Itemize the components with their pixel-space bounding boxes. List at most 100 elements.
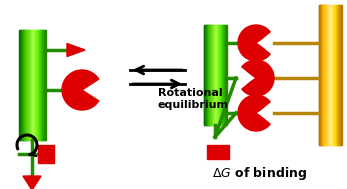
Bar <box>209 25 210 125</box>
Bar <box>322 5 323 145</box>
Bar <box>40 30 41 140</box>
Bar <box>335 5 336 145</box>
Wedge shape <box>62 70 99 110</box>
Bar <box>31 30 32 140</box>
Bar <box>323 5 324 145</box>
Bar <box>26 30 27 140</box>
Bar <box>222 25 223 125</box>
Bar <box>321 5 322 145</box>
Bar <box>27 30 28 140</box>
Bar <box>208 25 209 125</box>
Bar <box>340 5 341 145</box>
Wedge shape <box>245 32 265 54</box>
Bar <box>224 25 225 125</box>
Bar <box>225 25 226 125</box>
Bar <box>328 5 329 145</box>
Bar <box>23 30 24 140</box>
Polygon shape <box>248 107 258 119</box>
Bar <box>223 25 224 125</box>
Wedge shape <box>245 102 265 124</box>
Bar <box>42 30 43 140</box>
Bar <box>212 25 213 125</box>
Bar <box>207 25 208 125</box>
Bar <box>321 5 322 145</box>
Bar <box>208 25 209 125</box>
Bar <box>340 5 341 145</box>
Bar <box>319 5 320 145</box>
Bar <box>326 5 327 145</box>
Bar <box>216 25 217 125</box>
Bar <box>218 25 219 125</box>
Bar <box>338 5 339 145</box>
Bar <box>328 5 329 145</box>
Bar <box>39 30 40 140</box>
Bar <box>320 5 321 145</box>
Bar <box>43 30 44 140</box>
Bar <box>327 5 328 145</box>
Bar <box>333 5 334 145</box>
Bar <box>334 5 335 145</box>
Bar <box>210 25 211 125</box>
Bar <box>20 30 21 140</box>
Bar <box>225 25 226 125</box>
Bar <box>44 30 45 140</box>
Bar <box>322 5 323 145</box>
Bar <box>33 30 34 140</box>
Bar <box>222 25 223 125</box>
Bar <box>32 30 33 140</box>
Bar <box>34 30 35 140</box>
Bar <box>27 30 28 140</box>
Bar <box>25 30 26 140</box>
Bar <box>341 5 342 145</box>
Bar <box>325 5 326 145</box>
Bar <box>21 30 22 140</box>
Wedge shape <box>242 60 274 96</box>
Bar <box>218 25 219 125</box>
Bar <box>217 25 218 125</box>
Bar <box>38 145 54 163</box>
Bar <box>334 5 335 145</box>
FancyArrow shape <box>23 176 41 189</box>
Bar <box>24 30 25 140</box>
Bar <box>323 5 324 145</box>
Bar <box>22 30 23 140</box>
Bar <box>39 30 40 140</box>
Bar <box>220 25 221 125</box>
Bar <box>210 25 211 125</box>
Bar <box>41 30 42 140</box>
Bar <box>221 25 222 125</box>
Wedge shape <box>247 67 267 89</box>
Bar <box>34 30 35 140</box>
Bar <box>216 25 217 125</box>
Bar <box>212 25 213 125</box>
Bar <box>324 5 325 145</box>
Bar <box>339 5 340 145</box>
Bar <box>36 30 37 140</box>
Text: $\Delta G$ of binding: $\Delta G$ of binding <box>212 165 307 182</box>
Bar <box>22 30 23 140</box>
Bar <box>337 5 338 145</box>
Bar <box>223 25 224 125</box>
Bar <box>41 30 42 140</box>
Bar <box>43 30 44 140</box>
Bar <box>333 5 334 145</box>
Bar <box>40 30 41 140</box>
Bar <box>214 25 215 125</box>
Bar <box>31 30 32 140</box>
Bar <box>339 5 340 145</box>
Bar <box>45 30 46 140</box>
Bar <box>29 30 30 140</box>
Bar <box>30 30 31 140</box>
Bar <box>42 30 43 140</box>
Bar <box>35 30 36 140</box>
Bar <box>44 30 45 140</box>
Bar <box>204 25 205 125</box>
Bar <box>212 25 213 125</box>
Bar <box>217 25 218 125</box>
Bar <box>37 30 38 140</box>
Bar <box>19 30 20 140</box>
Bar <box>215 25 216 125</box>
Bar <box>207 145 229 159</box>
Bar <box>26 30 27 140</box>
Bar <box>329 5 330 145</box>
